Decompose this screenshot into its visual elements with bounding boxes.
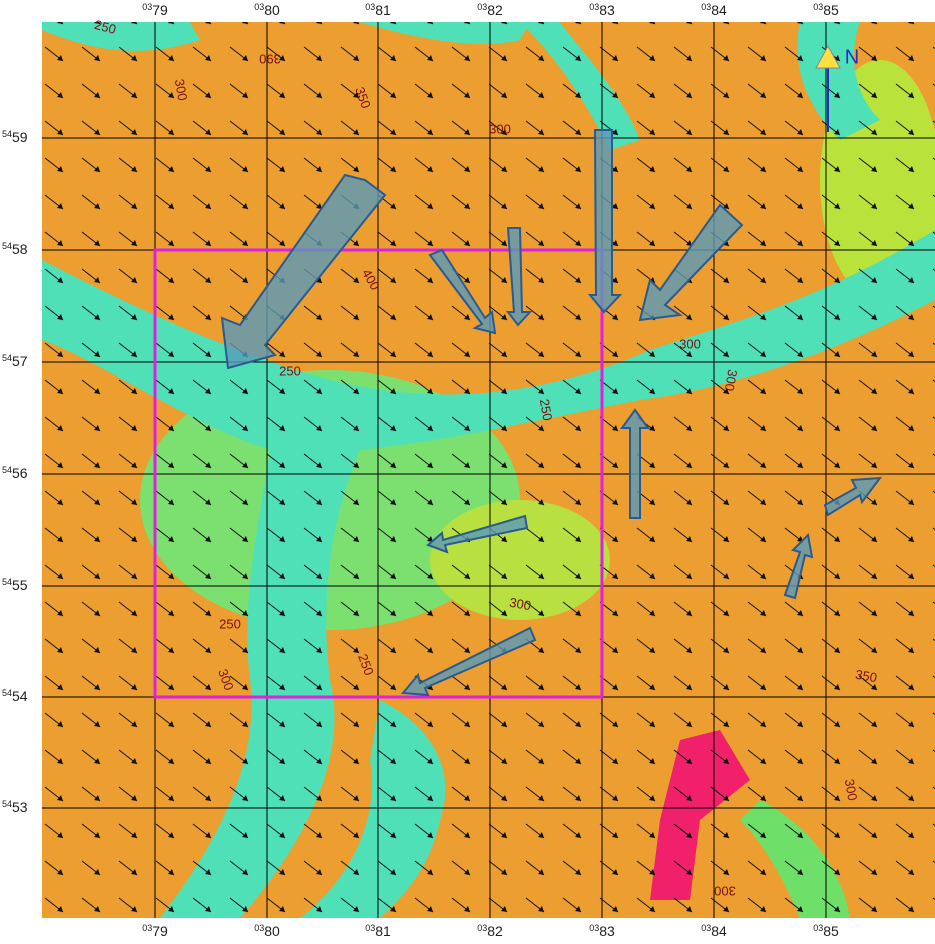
left-grid-label-main: 59 — [12, 129, 28, 145]
left-grid-label-prefix: 54 — [2, 465, 12, 475]
top-grid-label-main: 83 — [599, 2, 615, 18]
top-grid-label-prefix: 03 — [589, 2, 599, 12]
top-grid-label-prefix: 03 — [142, 2, 152, 12]
top-grid-label-main: 82 — [487, 2, 503, 18]
top-grid-label-prefix: 03 — [477, 2, 487, 12]
contour-label: 300 — [714, 884, 736, 899]
bottom-grid-label-prefix: 03 — [701, 923, 711, 933]
left-grid-label-prefix: 54 — [2, 353, 12, 363]
north-label: N — [845, 46, 859, 68]
bottom-grid-label: 0384 — [701, 923, 727, 939]
top-grid-label-main: 81 — [375, 2, 391, 18]
bottom-grid-label-main: 83 — [599, 923, 615, 939]
bottom-grid-label: 0385 — [813, 923, 839, 939]
bottom-grid-label: 0383 — [589, 923, 615, 939]
left-grid-label-prefix: 54 — [2, 129, 12, 139]
top-grid-label-prefix: 03 — [701, 2, 711, 12]
left-grid-label-main: 57 — [12, 353, 28, 369]
top-grid-label: 0380 — [254, 2, 280, 18]
top-grid-label-main: 84 — [711, 2, 727, 18]
contour-label: 300 — [508, 595, 532, 614]
contour-label: 300 — [722, 368, 741, 392]
bottom-grid-label-prefix: 03 — [813, 923, 823, 933]
top-grid-label-main: 79 — [152, 2, 168, 18]
left-grid-label-prefix: 54 — [2, 241, 12, 251]
bottom-grid-label-main: 84 — [711, 923, 727, 939]
main-flow-arrows — [220, 129, 883, 697]
bottom-grid-label-prefix: 03 — [254, 923, 264, 933]
left-grid-label: 5455 — [2, 577, 28, 593]
contour-label: 250 — [93, 17, 118, 37]
left-grid-label: 5459 — [2, 129, 28, 145]
bottom-grid-label-prefix: 03 — [365, 923, 375, 933]
bottom-grid-label-main: 79 — [152, 923, 168, 939]
left-grid-label-prefix: 54 — [2, 577, 12, 587]
contour-label: 250 — [355, 652, 377, 678]
top-grid-label: 0385 — [813, 2, 839, 18]
bottom-grid-label: 0381 — [365, 923, 391, 939]
bottom-grid-label-main: 85 — [823, 923, 839, 939]
top-grid-label: 0382 — [477, 2, 503, 18]
bottom-grid-label: 0382 — [477, 923, 503, 939]
bottom-grid-label-prefix: 03 — [142, 923, 152, 933]
contour-label: 300 — [842, 778, 861, 802]
contour-label: 350 — [854, 667, 878, 686]
study-area — [153, 248, 604, 699]
contour-label: 390 — [259, 52, 281, 67]
top-grid-label: 0381 — [365, 2, 391, 18]
left-grid-label-main: 58 — [12, 241, 28, 257]
top-grid-label-main: 85 — [823, 2, 839, 18]
left-grid-label: 5453 — [2, 799, 28, 815]
left-grid-label-main: 53 — [12, 799, 28, 815]
contour-label: 350 — [352, 85, 374, 111]
bottom-grid-label-main: 82 — [487, 923, 503, 939]
left-grid-label: 5458 — [2, 241, 28, 257]
left-grid-label: 5454 — [2, 688, 28, 704]
left-grid-label-main: 55 — [12, 577, 28, 593]
bottom-grid-label-main: 81 — [375, 923, 391, 939]
left-grid-label: 5457 — [2, 353, 28, 369]
bottom-grid-label-prefix: 03 — [477, 923, 487, 933]
bottom-grid-label-prefix: 03 — [589, 923, 599, 933]
contour-label: 250 — [279, 363, 301, 378]
contour-label: 250 — [537, 398, 556, 422]
top-grid-label-prefix: 03 — [365, 2, 375, 12]
top-grid-label-prefix: 03 — [813, 2, 823, 12]
top-grid-label-main: 80 — [264, 2, 280, 18]
bottom-grid-label: 0380 — [254, 923, 280, 939]
bottom-grid-label-main: 80 — [264, 923, 280, 939]
contour-label: 300 — [172, 78, 191, 102]
flow-arrows — [42, 22, 935, 918]
top-grid-label-prefix: 03 — [254, 2, 264, 12]
contour-label: 300 — [679, 336, 701, 351]
left-grid-label-main: 54 — [12, 688, 28, 704]
bottom-grid-label: 0379 — [142, 923, 168, 939]
top-grid-label: 0379 — [142, 2, 168, 18]
contour-label: 250 — [219, 616, 241, 631]
left-grid-label-prefix: 54 — [2, 688, 12, 698]
contour-label: 300 — [215, 667, 237, 693]
top-grid-label: 0384 — [701, 2, 727, 18]
top-grid-label: 0383 — [589, 2, 615, 18]
left-grid-label-prefix: 54 — [2, 799, 12, 809]
left-grid-label-main: 56 — [12, 465, 28, 481]
left-grid-label: 5456 — [2, 465, 28, 481]
contour-label: 300 — [489, 121, 511, 136]
north-arrow: N — [815, 44, 859, 132]
